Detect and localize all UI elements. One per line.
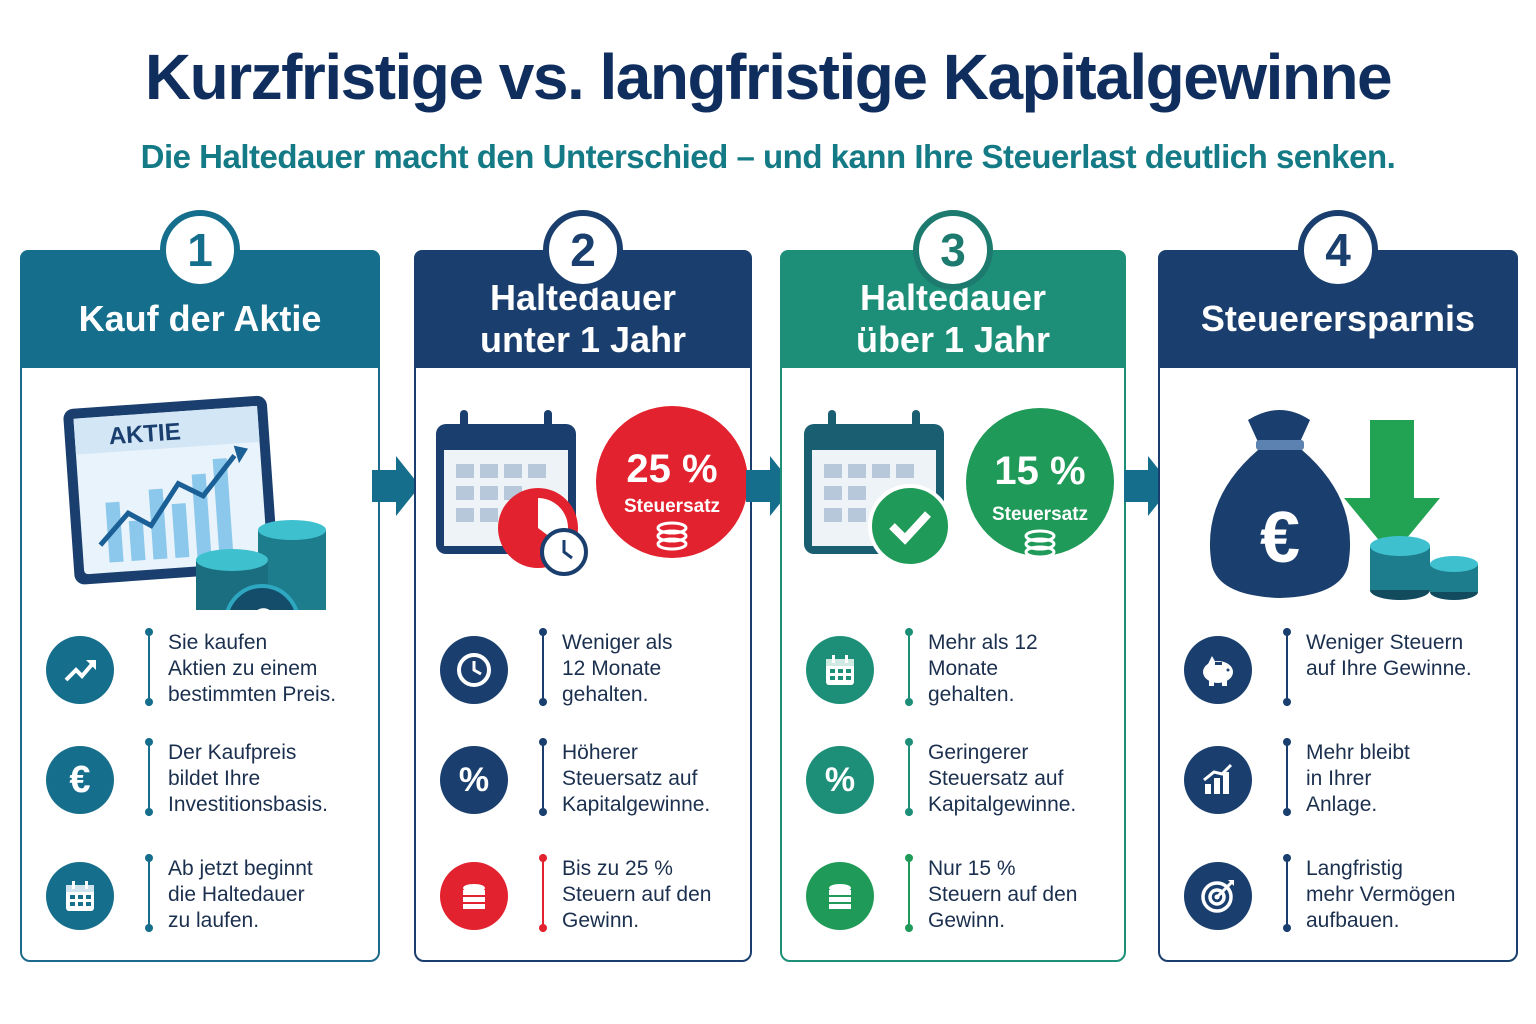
item-text: Langfristig mehr Vermögen aufbauen. <box>1306 857 1456 932</box>
step-heading-3: Haltedauer über 1 Jahr <box>855 277 1051 360</box>
item-text: Weniger Steuern auf Ihre Gewinne. <box>1306 631 1472 680</box>
item-text: Ab jetzt beginnt die Haltedauer zu laufe… <box>168 857 313 932</box>
step-panel-2: 2 Haltedauer unter 1 Jahr <box>414 210 752 962</box>
list-item: Nur 15 % Steuern auf den Gewinn. <box>806 854 1108 954</box>
list-item: Weniger als 12 Monate gehalten. <box>440 628 734 728</box>
list-item: % Höherer Steuersatz auf Kapitalgewinne. <box>440 738 734 838</box>
item-text: Nur 15 % Steuern auf den Gewinn. <box>928 857 1078 932</box>
calendar-icon <box>46 862 114 930</box>
long-term-illustration: 15 % Steuersatz <box>782 380 1124 860</box>
arrow-down-icon <box>1344 420 1440 556</box>
step-number-4: 4 <box>1298 210 1378 290</box>
target-icon <box>1184 862 1252 930</box>
calendar-clock-icon <box>436 410 588 576</box>
item-text: Weniger als 12 Monate gehalten. <box>562 631 673 706</box>
list-item: Langfristig mehr Vermögen aufbauen. <box>1184 854 1500 954</box>
money-bag-icon: € <box>1209 410 1351 598</box>
clock-icon <box>440 636 508 704</box>
percent-icon: % <box>440 746 508 814</box>
coins-icon <box>806 862 874 930</box>
bar-chart-icon <box>1184 746 1252 814</box>
step-header-3: 3 Haltedauer über 1 Jahr <box>780 210 1126 368</box>
tax-rate-badge-25: 25 % Steuersatz <box>596 406 748 558</box>
arrow-right-icon <box>372 456 420 516</box>
step-number-3: 3 <box>913 210 993 290</box>
step-number-1: 1 <box>160 210 240 290</box>
step-heading-2: Haltedauer unter 1 Jahr <box>479 277 687 360</box>
step-header-1: 1 Kauf der Aktie <box>20 210 380 368</box>
step-header-2: 2 Haltedauer unter 1 Jahr <box>414 210 752 368</box>
list-item: Bis zu 25 % Steuern auf den Gewinn. <box>440 854 734 954</box>
item-text: Mehr bleibt in Ihrer Anlage. <box>1306 741 1410 816</box>
percent-icon: % <box>806 746 874 814</box>
tax-savings-illustration: € <box>1160 380 1516 860</box>
list-item: Mehr bleibt in Ihrer Anlage. <box>1184 738 1500 838</box>
svg-text:€: € <box>1260 498 1300 578</box>
list-item: Ab jetzt beginnt die Haltedauer zu laufe… <box>46 854 362 954</box>
stock-chart-screen-icon: AKTIE € <box>63 395 326 660</box>
short-term-illustration: 25 % Steuersatz <box>416 380 750 860</box>
step-heading-1: Kauf der Aktie <box>78 298 322 339</box>
list-item: € Der Kaufpreis bildet Ihre Investitions… <box>46 738 362 838</box>
calendar-check-icon <box>804 410 952 568</box>
coins-icon <box>440 862 508 930</box>
trend-up-icon <box>46 636 114 704</box>
list-item: Sie kaufen Aktien zu einem bestimmten Pr… <box>46 628 362 728</box>
svg-text:€: € <box>251 601 273 610</box>
step-heading-4: Steuerersparnis <box>1200 298 1476 339</box>
rate-label: Steuersatz <box>624 496 720 517</box>
rate-label: Steuersatz <box>992 504 1088 525</box>
piggy-bank-icon <box>1184 636 1252 704</box>
list-item: Weniger Steuern auf Ihre Gewinne. <box>1184 628 1500 728</box>
stock-purchase-illustration: AKTIE € <box>22 380 378 860</box>
step-panel-4: 4 Steuerersparnis € <box>1158 210 1518 962</box>
step-header-4: 4 Steuerersparnis <box>1158 210 1518 368</box>
calendar-icon <box>806 636 874 704</box>
step-number-2: 2 <box>543 210 623 290</box>
tax-rate-badge-15: 15 % Steuersatz <box>966 408 1114 559</box>
rate-value: 15 % <box>994 449 1085 493</box>
item-text: Bis zu 25 % Steuern auf den Gewinn. <box>562 857 712 932</box>
page-title: Kurzfristige vs. langfristige Kapitalgew… <box>144 41 1393 113</box>
step-panel-3: 3 Haltedauer über 1 Jahr 15 % Steu <box>780 210 1126 962</box>
item-text: Geringerer Steuersatz auf Kapitalgewinne… <box>928 741 1077 816</box>
euro-icon: € <box>46 746 114 814</box>
list-item: Mehr als 12 Monate gehalten. <box>806 628 1108 728</box>
item-text: Mehr als 12 Monate gehalten. <box>928 631 1038 706</box>
item-text: Der Kaufpreis bildet Ihre Investitionsba… <box>168 741 328 816</box>
list-item: % Geringerer Steuersatz auf Kapitalgewin… <box>806 738 1108 838</box>
item-text: Sie kaufen Aktien zu einem bestimmten Pr… <box>168 631 337 706</box>
coins-stack-icon <box>1370 536 1478 600</box>
item-text: Höherer Steuersatz auf Kapitalgewinne. <box>562 741 711 816</box>
stock-screen-label: AKTIE <box>108 418 182 450</box>
step-panel-1: 1 Kauf der Aktie AKTIE <box>20 210 380 962</box>
page-subtitle: Die Haltedauer macht den Unterschied – u… <box>140 138 1396 175</box>
rate-value: 25 % <box>626 447 717 491</box>
